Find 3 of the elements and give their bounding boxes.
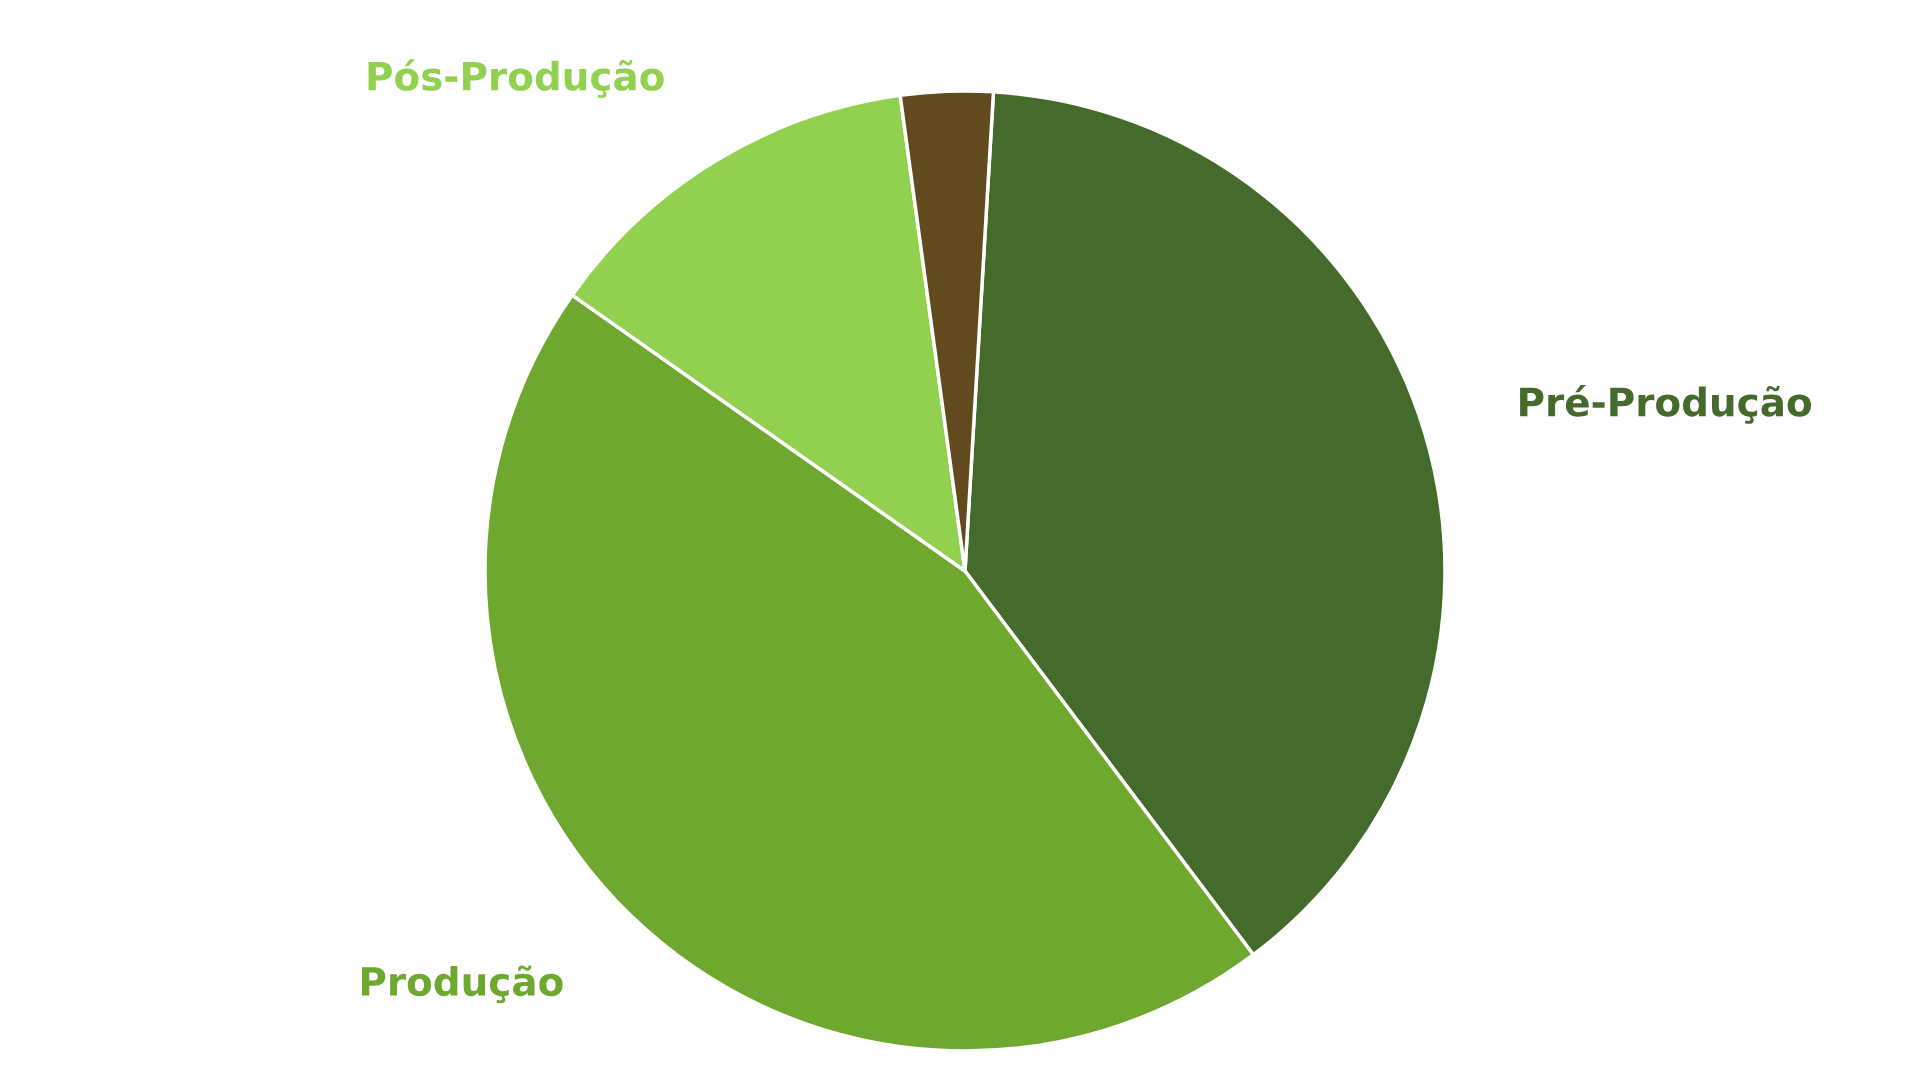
slice-label: Pós-Produção — [368, 59, 664, 98]
slice-label: Produção — [361, 965, 563, 1004]
slice-label: Pré-Produção — [1520, 385, 1811, 424]
